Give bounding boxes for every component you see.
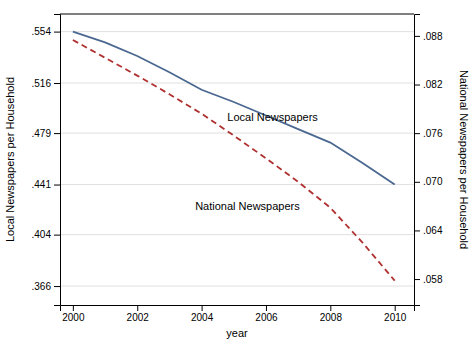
- tick-label: .088: [423, 31, 443, 42]
- line: [73, 40, 395, 281]
- chart: 2000 2002 2004 2006 2008 2010 .366 .404 .441 .479…: [0, 0, 474, 345]
- tick: .554: [32, 26, 60, 37]
- tick-mark: [414, 279, 420, 280]
- tick-mark: [414, 36, 420, 37]
- tick-mark: [266, 305, 267, 311]
- annotation: National Newspapers: [195, 200, 300, 212]
- grid-line: [60, 133, 414, 134]
- tick: 2002: [127, 305, 150, 323]
- tick: .366: [32, 281, 60, 292]
- tick: .404: [32, 229, 60, 240]
- tick-mark: [414, 182, 420, 183]
- tick: .088: [414, 31, 443, 42]
- tick: .076: [414, 128, 443, 139]
- annotation: Local Newspapers: [227, 111, 318, 123]
- tick-mark: [395, 305, 396, 311]
- frame: [60, 14, 414, 15]
- axis-line: [415, 15, 421, 306]
- grid-line: [60, 83, 414, 84]
- tick: .070: [414, 176, 443, 187]
- tick-label: .064: [423, 225, 443, 236]
- y2-axis: .058 .064 .070 .076 .082 .088: [414, 15, 443, 306]
- tick-label: 2010: [384, 312, 407, 323]
- tick: .441: [32, 179, 60, 190]
- tick-label: .076: [423, 128, 443, 139]
- tick-label: .516: [32, 78, 52, 89]
- tick-label: .554: [32, 26, 52, 37]
- tick-mark: [54, 133, 60, 134]
- tick: .516: [32, 78, 60, 89]
- tick: 2000: [62, 305, 85, 323]
- tick-label: .441: [32, 179, 52, 190]
- tick-label: .058: [423, 274, 443, 285]
- grid-line: [60, 286, 414, 287]
- tick-mark: [414, 85, 420, 86]
- tick: 2010: [384, 305, 407, 323]
- y-axis-label: Local Newspapers per Household: [4, 77, 16, 242]
- tick: .479: [32, 128, 60, 139]
- tick-label: 2004: [191, 312, 214, 323]
- tick: .082: [414, 79, 443, 90]
- tick-mark: [54, 286, 60, 287]
- grid-line: [60, 31, 414, 32]
- tick-mark: [414, 230, 420, 231]
- x-axis-label: year: [226, 327, 248, 339]
- tick-label: 2006: [255, 312, 278, 323]
- tick-mark: [54, 83, 60, 84]
- tick-label: 2008: [320, 312, 343, 323]
- tick: .058: [414, 274, 443, 285]
- tick-mark: [330, 305, 331, 311]
- marks: [73, 32, 395, 281]
- axis-line: [54, 15, 61, 306]
- tick-mark: [202, 305, 203, 311]
- tick-mark: [54, 185, 60, 186]
- plot: 2000 2002 2004 2006 2008 2010 .366 .404 .441 .479…: [32, 14, 443, 323]
- tick-label: .070: [423, 176, 443, 187]
- tick-mark: [414, 133, 420, 134]
- y-axis: .366 .404 .441 .479 .516 .554: [32, 15, 61, 306]
- tick-mark: [54, 32, 60, 33]
- x-axis: 2000 2002 2004 2006 2008 2010: [61, 305, 415, 323]
- tick: 2004: [191, 305, 214, 323]
- tick-label: 2002: [127, 312, 150, 323]
- tick-label: 2000: [62, 312, 85, 323]
- grid-line: [60, 234, 414, 235]
- tick: .064: [414, 225, 443, 236]
- line: [73, 32, 395, 185]
- tick: 2006: [255, 305, 278, 323]
- tick-label: .479: [32, 128, 52, 139]
- grid: [60, 32, 414, 286]
- tick-mark: [73, 305, 74, 311]
- y2-axis-label: National Newspapers per Household: [458, 70, 470, 249]
- tick-label: .404: [32, 229, 52, 240]
- tick-mark: [54, 235, 60, 236]
- grid-line: [60, 184, 414, 185]
- axis-line: [61, 306, 415, 312]
- tick-label: .082: [423, 79, 443, 90]
- tick: 2008: [320, 305, 343, 323]
- tick-label: .366: [32, 281, 52, 292]
- tick-mark: [137, 305, 138, 311]
